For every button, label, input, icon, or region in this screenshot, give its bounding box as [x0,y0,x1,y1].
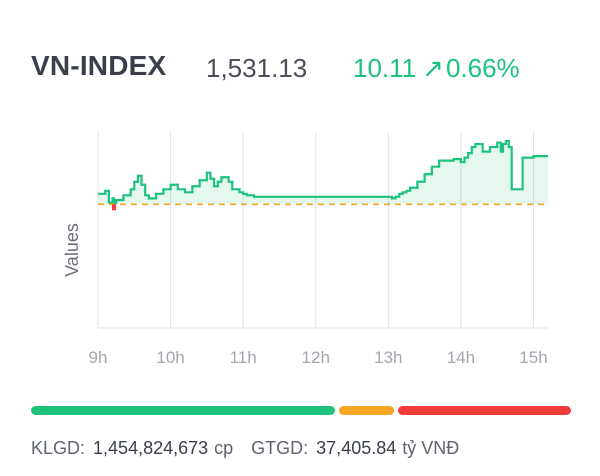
breadth-segment-up [31,406,335,415]
trend-up-icon: ↗ [422,53,444,83]
market-breadth-bar [31,406,571,416]
x-tick-label: 10h [156,348,184,367]
trade-value-unit: tỷ VNĐ [402,438,460,458]
x-tick-label: 15h [519,348,547,367]
volume-label: KLGD: [31,438,86,458]
trade-value: 37,405.84 [316,438,397,458]
index-header: VN-INDEX 1,531.13 10.11 ↗0.66% [31,50,591,90]
index-name: VN-INDEX [31,50,167,81]
x-tick-label: 12h [302,348,330,367]
series-line [98,139,548,205]
area-fill [98,141,548,205]
trading-summary: KLGD: 1,454,824,673 cp GTGD: 37,405.84 tỷ VNĐ [31,438,591,459]
x-tick-label: 13h [374,348,402,367]
index-value: 1,531.13 [206,53,308,83]
volume-value: 1,454,824,673 [93,438,209,458]
breadth-segment-unchanged [338,406,395,415]
change-percent: 0.66% [445,53,520,83]
x-tick-label: 11h [230,348,257,367]
volume-unit: cp [214,438,234,458]
index-change: 10.11 ↗0.66% [353,53,520,84]
y-axis-label: Values [62,223,82,277]
change-points: 10.11 [353,53,417,83]
intraday-chart: Values 9h 10h 11h 12h 13h 14h 15h [62,132,548,367]
trade-value-label: GTGD: [251,438,309,458]
breadth-segment-down [398,406,571,415]
x-tick-label: 14h [447,348,475,367]
x-tick-label: 9h [89,348,108,367]
below-reference-marker [111,204,116,211]
